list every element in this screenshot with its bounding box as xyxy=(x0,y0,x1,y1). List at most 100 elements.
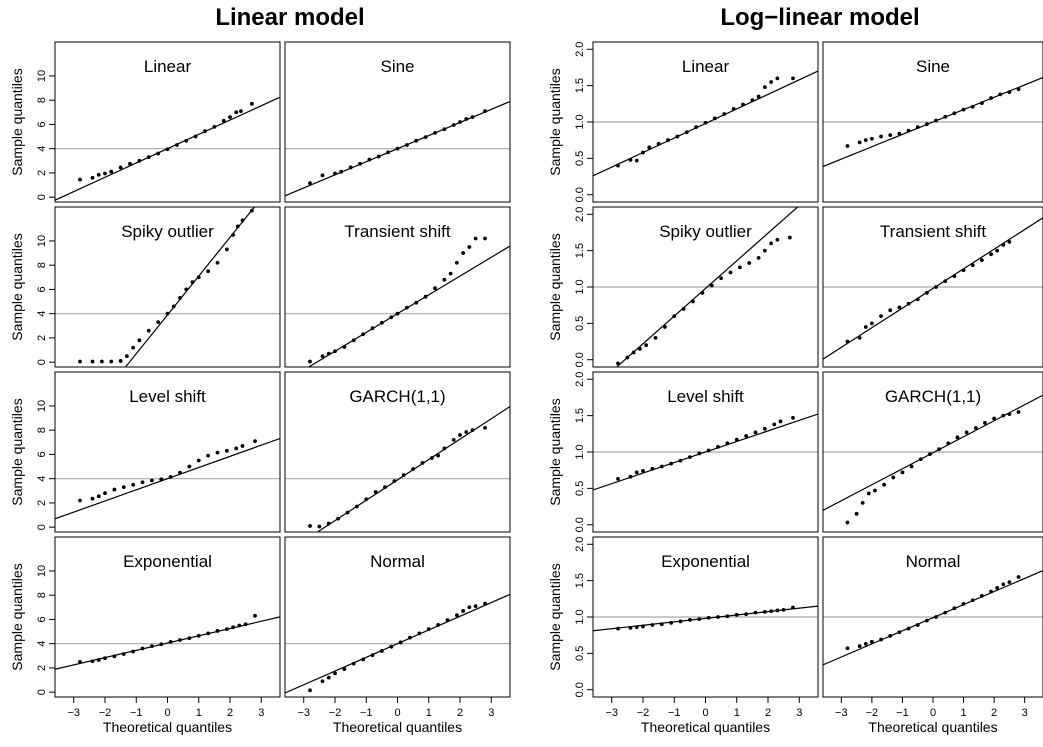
y-tick-label: 0.5 xyxy=(574,481,586,496)
panel-frame xyxy=(822,206,1043,368)
x-tick-label: −3 xyxy=(835,707,848,719)
qq-point xyxy=(669,620,674,625)
qq-point xyxy=(845,646,850,651)
qq-point xyxy=(240,218,245,223)
y-tick-label: 10 xyxy=(36,565,48,577)
y-tick-label: 0.0 xyxy=(574,352,586,367)
qq-point xyxy=(970,263,975,268)
qq-point xyxy=(187,636,192,641)
qq-point xyxy=(897,305,902,310)
qq-point xyxy=(426,627,431,632)
qq-point xyxy=(1001,582,1006,587)
panel-plot-area xyxy=(55,96,280,201)
qq-point xyxy=(873,488,877,493)
qq-point xyxy=(308,359,312,364)
qq-point xyxy=(706,448,711,453)
panel-label: Level shift xyxy=(667,387,744,406)
x-axis-label: Theoretical quantiles xyxy=(333,719,462,735)
x-tick-label: 0 xyxy=(394,707,400,719)
qq-point xyxy=(952,111,957,116)
panel-plot-area xyxy=(285,236,510,367)
x-tick-label: 2 xyxy=(991,707,997,719)
qq-point xyxy=(616,361,620,366)
qq-point xyxy=(725,614,730,619)
qq-point xyxy=(451,437,456,442)
qq-point xyxy=(979,258,984,262)
y-tick-label: 2 xyxy=(36,665,48,671)
qq-point xyxy=(389,644,394,649)
qq-point xyxy=(787,235,792,240)
qq-point xyxy=(634,470,639,475)
panel-frame xyxy=(284,206,511,368)
qq-point xyxy=(420,461,425,465)
qq-point xyxy=(995,586,1000,590)
x-tick-label: 3 xyxy=(1022,707,1028,719)
qq-panel: Level shift 0.0 0.5 1.0 1.5 2.0 Sample quantil… xyxy=(547,371,819,533)
qq-point xyxy=(398,640,403,645)
qq-point xyxy=(423,294,428,299)
qq-panel: Exponential 0.0 0.5 1.0 1.5 2.0 Sample quantil… xyxy=(547,536,819,735)
y-tick-label: 0.5 xyxy=(574,316,586,331)
qq-point xyxy=(681,306,686,311)
qq-point xyxy=(1007,412,1012,417)
qq-point xyxy=(174,143,179,147)
panel-label: Linear xyxy=(144,57,192,76)
qq-point xyxy=(781,607,786,612)
y-tick-label: 8 xyxy=(36,592,48,598)
qq-point xyxy=(961,602,966,606)
panel-plot-area xyxy=(593,413,818,491)
qq-point xyxy=(983,421,987,425)
qq-point xyxy=(317,524,322,529)
qq-point xyxy=(650,466,655,471)
x-tick-label: −1 xyxy=(360,707,373,719)
x-tick-label: −3 xyxy=(67,707,80,719)
x-tick-label: 1 xyxy=(960,707,966,719)
qq-point xyxy=(762,248,767,253)
y-tick-label: 0.5 xyxy=(574,646,586,661)
qq-point xyxy=(90,175,95,180)
qq-point xyxy=(791,605,795,610)
qq-point xyxy=(616,163,620,168)
qq-panel: Normal −3 −2 −1 0 1 2 3 Theoretical quantiles xyxy=(822,536,1043,735)
qq-point xyxy=(791,415,795,420)
qq-point xyxy=(737,265,742,270)
qq-point xyxy=(631,350,636,355)
y-axis-label: Sample quantiles xyxy=(547,398,563,505)
qq-point xyxy=(206,453,211,458)
y-tick-label: 0.0 xyxy=(574,682,586,697)
qq-reference-line xyxy=(823,217,1043,360)
qq-point xyxy=(897,630,902,635)
y-tick-label: 0 xyxy=(36,359,48,365)
qq-point xyxy=(320,173,325,178)
y-tick-label: 0.0 xyxy=(574,517,586,532)
qq-point xyxy=(429,456,434,460)
qq-point xyxy=(483,236,487,241)
x-tick-label: 3 xyxy=(796,707,802,719)
qq-point xyxy=(775,237,780,242)
qq-point xyxy=(99,359,104,364)
qq-point xyxy=(131,345,136,350)
qq-point xyxy=(414,138,419,143)
qq-point xyxy=(411,467,416,471)
qq-point xyxy=(952,606,957,611)
x-tick-label: −2 xyxy=(99,707,112,719)
qq-point xyxy=(970,104,975,109)
qq-point xyxy=(146,155,151,160)
qq-point xyxy=(891,475,896,480)
qq-point xyxy=(196,275,201,280)
qq-point xyxy=(308,524,312,528)
qq-point xyxy=(231,232,236,237)
qq-point xyxy=(762,85,767,89)
qq-point xyxy=(392,479,397,483)
qq-point xyxy=(741,102,745,107)
qq-point xyxy=(221,118,226,123)
qq-point xyxy=(756,94,761,99)
qq-point xyxy=(124,354,129,358)
qq-point xyxy=(404,143,409,147)
y-tick-label: 6 xyxy=(36,616,48,622)
qq-point xyxy=(719,276,724,281)
y-tick-label: 4 xyxy=(36,146,48,152)
qq-point xyxy=(928,452,932,457)
qq-point xyxy=(149,478,154,483)
